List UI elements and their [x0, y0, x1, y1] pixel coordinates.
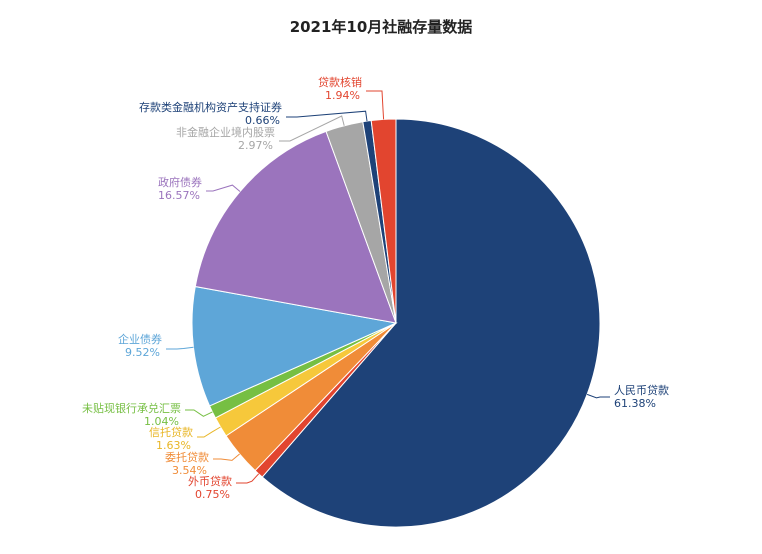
slice-percent-label-4: 1.04% — [144, 415, 179, 428]
slice-percent-label-5: 9.52% — [125, 346, 160, 359]
pie-slice-5[interactable] — [191, 285, 398, 407]
leader-line-3 — [197, 426, 221, 438]
leader-line-7 — [279, 115, 345, 142]
pie-slice-6[interactable] — [194, 130, 397, 324]
pie-slices — [191, 118, 601, 528]
leader-line-9 — [366, 90, 385, 120]
slice-percent-label-7: 2.97% — [238, 139, 273, 152]
slice-percent-label-9: 1.94% — [325, 89, 360, 102]
leader-line-4 — [185, 409, 213, 417]
slice-percent-label-2: 3.54% — [172, 464, 207, 477]
slice-name-label-5: 企业债券 — [118, 332, 162, 346]
slice-percent-label-6: 16.57% — [158, 189, 200, 202]
slice-name-label-2: 委托贷款 — [165, 450, 209, 464]
leader-line-0 — [586, 393, 610, 399]
pie-slice-0[interactable] — [261, 118, 601, 528]
leader-line-6 — [206, 184, 241, 192]
leader-line-1 — [236, 473, 260, 484]
slice-name-label-0: 人民币贷款 — [614, 383, 669, 397]
slice-percent-label-1: 0.75% — [195, 488, 230, 501]
slice-percent-label-3: 1.63% — [156, 439, 191, 452]
slice-name-label-4: 未贴现银行承兑汇票 — [82, 401, 181, 415]
slice-name-label-6: 政府债券 — [158, 175, 202, 189]
leader-line-2 — [213, 453, 240, 461]
leader-line-5 — [166, 346, 194, 350]
slice-percent-label-0: 61.38% — [614, 397, 656, 410]
slice-name-label-3: 信托贷款 — [149, 425, 193, 439]
slice-name-label-1: 外币贷款 — [188, 474, 232, 488]
chart-title: 2021年10月社融存量数据 — [290, 18, 473, 36]
slice-name-label-8: 存款类金融机构资产支持证券 — [139, 100, 282, 114]
leader-line-8 — [286, 110, 368, 122]
slice-percent-label-8: 0.66% — [245, 114, 280, 127]
slice-name-label-9: 贷款核销 — [318, 75, 362, 89]
slice-name-label-7: 非金融企业境内股票 — [176, 125, 275, 139]
